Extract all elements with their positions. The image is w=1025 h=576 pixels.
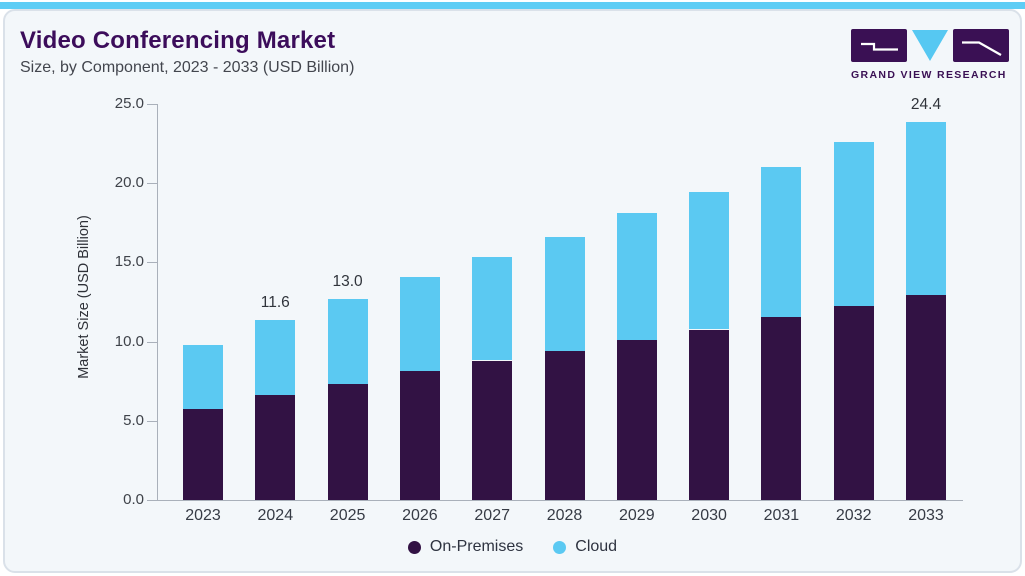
chart-title: Video Conferencing Market [20, 27, 336, 54]
bar-2025-on-premises [327, 383, 368, 500]
legend-label: On-Premises [429, 538, 524, 555]
bar-2029-cloud [616, 213, 657, 341]
legend-dot-icon [553, 540, 567, 554]
bar-2033-on-premises [906, 295, 946, 500]
y-tick-label: 10.0 [114, 332, 144, 350]
x-tick-label-2028: 2028 [546, 507, 583, 524]
y-tick-mark [147, 262, 157, 264]
gvr-logo-mark [851, 29, 1009, 62]
legend-label: Cloud [575, 538, 618, 555]
y-tick-label: 20.0 [114, 174, 144, 191]
logo-g-icon [851, 29, 907, 62]
bar-2030-on-premises [689, 329, 730, 500]
x-axis-line [150, 500, 963, 501]
legend-dot-icon [407, 540, 421, 554]
x-tick-label-2030: 2030 [691, 507, 727, 524]
bar-2029-on-premises [616, 340, 657, 500]
x-tick-label-2032: 2032 [835, 507, 872, 524]
bar-2031-on-premises [761, 317, 802, 500]
bar-value-label-2033: 24.4 [910, 95, 942, 113]
bar-2024-on-premises [255, 394, 296, 500]
y-tick-mark [147, 500, 157, 501]
y-tick-label: 25.0 [114, 94, 144, 112]
x-tick-label-2033: 2033 [908, 507, 944, 524]
y-tick-mark [147, 420, 157, 422]
y-tick-label: 15.0 [114, 253, 144, 271]
legend-item-on-premises: On-Premises [407, 538, 524, 556]
bar-value-label-2024: 11.6 [260, 294, 290, 312]
bar-2024-cloud [255, 320, 296, 395]
y-axis-line [157, 104, 158, 500]
bar-2032-on-premises [833, 306, 874, 500]
top-accent-bar [0, 2, 1025, 9]
bar-2028-cloud [544, 236, 585, 352]
x-tick-label-2031: 2031 [763, 507, 800, 524]
bar-2028-on-premises [544, 351, 585, 500]
x-tick-label-2027: 2027 [474, 507, 510, 524]
bar-2025-cloud [327, 298, 368, 384]
bar-2030-cloud [689, 191, 730, 330]
y-axis-title: Market Size (USD Billion) [76, 215, 92, 379]
legend-item-cloud: Cloud [553, 538, 617, 556]
x-tick-label-2023: 2023 [185, 507, 221, 524]
logo-v-triangle-icon [912, 30, 948, 61]
bar-2033-cloud [906, 121, 946, 296]
bar-2031-cloud [761, 166, 802, 318]
chart-subtitle: Size, by Component, 2023 - 2033 (USD Bil… [20, 59, 355, 76]
bar-2026-cloud [399, 276, 440, 372]
x-tick-label-2025: 2025 [329, 507, 366, 524]
bar-2026-on-premises [399, 371, 440, 500]
bar-value-label-2025: 13.0 [332, 272, 363, 290]
y-tick-label: 5.0 [123, 411, 144, 429]
logo-r-icon [953, 29, 1009, 62]
y-tick-label: 0.0 [123, 491, 144, 508]
bar-2023-on-premises [183, 408, 223, 500]
bar-2032-cloud [833, 141, 874, 307]
logo-text: GRAND VIEW RESEARCH [851, 69, 1007, 81]
y-tick-mark [147, 103, 157, 105]
chart-legend: On-Premises Cloud [0, 538, 1025, 556]
y-tick-mark [147, 183, 157, 184]
bar-2023-cloud [183, 345, 223, 409]
x-tick-label-2026: 2026 [402, 507, 438, 524]
x-tick-label-2024: 2024 [257, 507, 294, 524]
x-tick-label-2029: 2029 [619, 507, 655, 524]
gvr-logo: GRAND VIEW RESEARCH [851, 29, 1009, 81]
y-tick-mark [147, 341, 157, 343]
bar-2027-cloud [472, 256, 513, 361]
bar-2027-on-premises [472, 360, 513, 500]
